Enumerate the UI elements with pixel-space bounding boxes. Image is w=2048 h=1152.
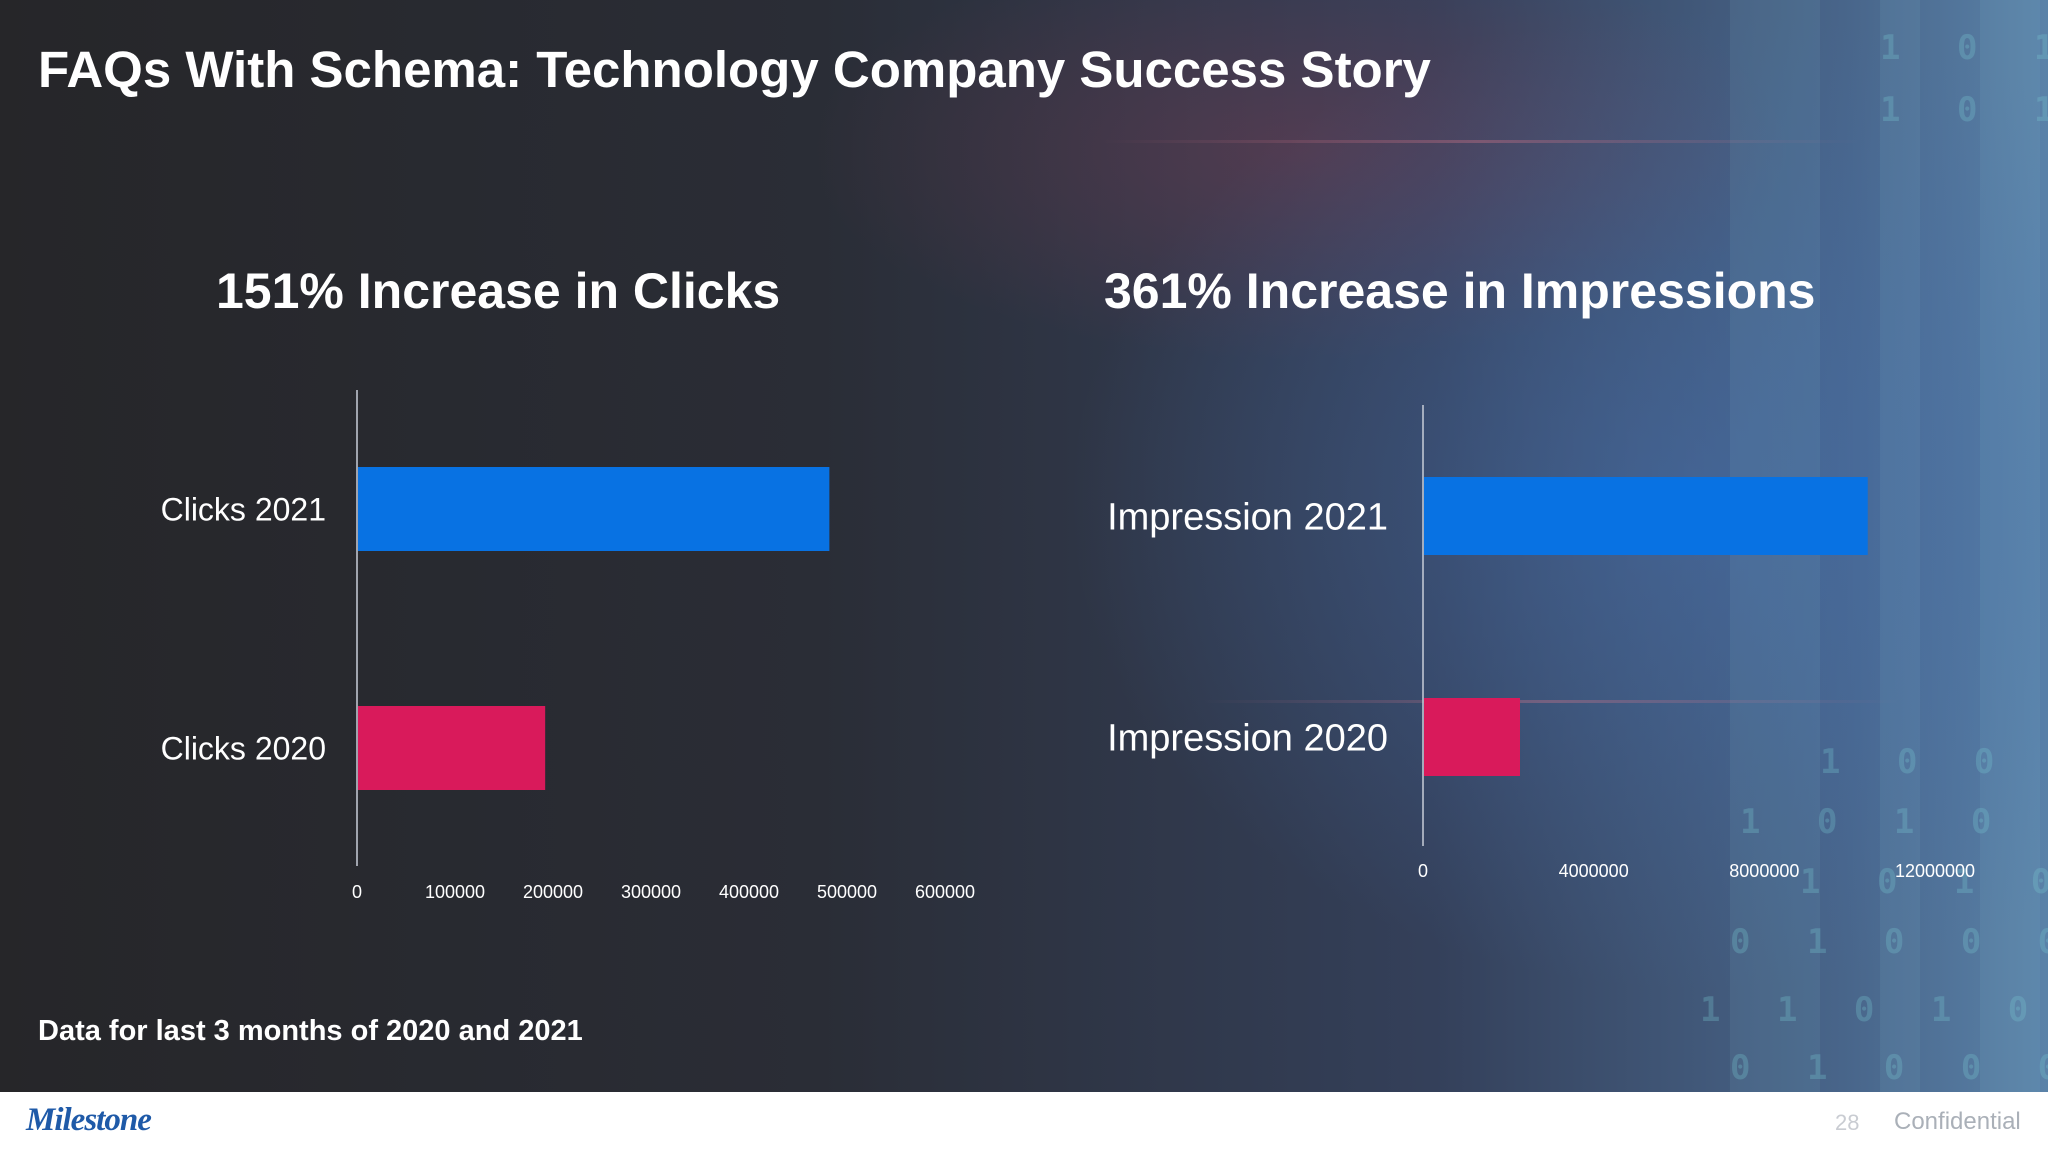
background-light-column: [1880, 0, 1920, 1092]
footer-bar: Milestone 28 Confidential: [0, 1092, 2048, 1152]
background-binary-digits: 0 1 0 0 0 1: [1730, 922, 2048, 962]
background-binary-digits: 1 0 1: [1880, 90, 2048, 130]
clicks-bar-chart: Clicks 2021 Clicks 2020 0 100000 200000 30000…: [161, 390, 975, 902]
clicks-category-label: Clicks 2020: [161, 731, 326, 767]
clicks-tick-label: 400000: [719, 882, 779, 902]
background-streak: [1200, 700, 1900, 703]
impressions-bar-2021: [1424, 477, 1868, 555]
impressions-chart-title: 361% Increase in Impressions: [1104, 263, 1816, 319]
clicks-bar-2021: [358, 467, 830, 551]
impressions-tick-label: 0: [1418, 861, 1428, 881]
clicks-tick-label: 600000: [915, 882, 975, 902]
clicks-tick-label: 100000: [425, 882, 485, 902]
clicks-tick-label: 300000: [621, 882, 681, 902]
impressions-tick-label: 4000000: [1559, 861, 1629, 881]
background-binary-digits: 1 1 0 1 0 1 0: [1700, 990, 2048, 1030]
impressions-category-label: Impression 2020: [1107, 718, 1388, 760]
background-binary-digits: 1 0 1 0 1 0: [1740, 802, 2048, 842]
clicks-tick-label: 200000: [523, 882, 583, 902]
confidential-label: Confidential: [1894, 1108, 2021, 1135]
impressions-bar-chart: Impression 2021 Impression 2020 0 4000000 80…: [1107, 405, 1975, 881]
background-binary-digits: 0 1 0 0 0 1: [1730, 1048, 2048, 1088]
milestone-logo: Milestone: [26, 1102, 152, 1138]
background-binary-digits: 1 0 1 0: [1800, 862, 2048, 902]
impressions-tick-label: 12000000: [1895, 861, 1975, 881]
background-binary-digits: 1 0 1: [1880, 28, 2048, 68]
clicks-tick-label: 500000: [817, 882, 877, 902]
clicks-tick-label: 0: [352, 882, 362, 902]
slide-title: FAQs With Schema: Technology Company Suc…: [38, 41, 1431, 98]
impressions-bar-2020: [1424, 698, 1520, 776]
impressions-category-label: Impression 2021: [1107, 497, 1388, 539]
impressions-tick-label: 8000000: [1729, 861, 1799, 881]
clicks-chart-title: 151% Increase in Clicks: [216, 263, 781, 319]
background-binary-digits: 1 0 0 0: [1820, 742, 2048, 782]
background-light-column: [1980, 0, 2040, 1092]
clicks-category-label: Clicks 2021: [161, 492, 326, 528]
data-period-note: Data for last 3 months of 2020 and 2021: [38, 1015, 583, 1047]
clicks-bar-2020: [358, 706, 546, 790]
background-streak: [1100, 140, 1860, 143]
page-number: 28: [1835, 1110, 1860, 1135]
